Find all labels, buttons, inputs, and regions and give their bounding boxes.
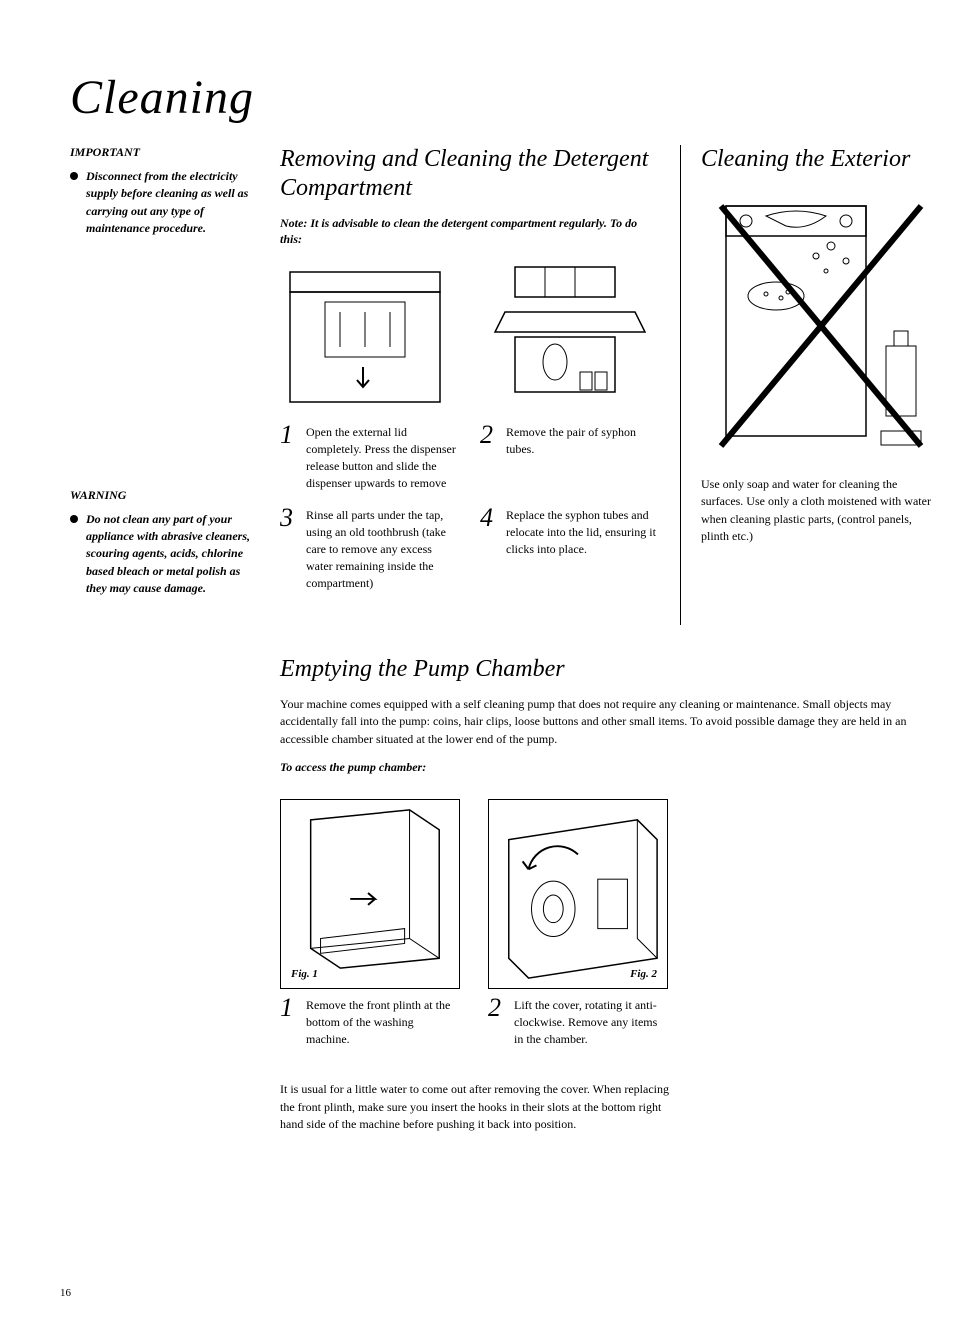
step-number: 2 bbox=[480, 422, 498, 491]
detergent-title: Removing and Cleaning the Detergent Comp… bbox=[280, 145, 660, 203]
step-number: 1 bbox=[280, 422, 298, 491]
pump-step-1: 1 Remove the front plinth at the bottom … bbox=[280, 995, 460, 1047]
step-text: Lift the cover, rotating it anti-clockwi… bbox=[514, 995, 668, 1047]
bullet-icon bbox=[70, 172, 78, 180]
exterior-title: Cleaning the Exterior bbox=[701, 145, 931, 174]
fig2-caption: Fig. 2 bbox=[630, 968, 657, 980]
pump-figure-1: Fig. 1 bbox=[280, 799, 460, 989]
page-title: Cleaning bbox=[70, 70, 904, 125]
detergent-step-3: 3 Rinse all parts under the tap, using a… bbox=[280, 505, 460, 591]
pump-closing: It is usual for a little water to come o… bbox=[280, 1081, 680, 1133]
exterior-text: Use only soap and water for cleaning the… bbox=[701, 476, 931, 546]
detergent-step-2: 2 Remove the pair of syphon tubes. bbox=[480, 422, 660, 491]
warning-label: WARNING bbox=[70, 488, 260, 503]
step-text: Open the external lid completely. Press … bbox=[306, 422, 460, 491]
step-number: 1 bbox=[280, 995, 298, 1047]
step-number: 2 bbox=[488, 995, 506, 1047]
detergent-figure-2 bbox=[480, 262, 660, 412]
bullet-icon bbox=[70, 515, 78, 523]
page-number: 16 bbox=[60, 1287, 71, 1299]
important-block: IMPORTANT Disconnect from the electricit… bbox=[70, 145, 260, 238]
step-text: Replace the syphon tubes and relocate in… bbox=[506, 505, 660, 591]
detergent-figure-1 bbox=[280, 262, 460, 412]
warning-text: Do not clean any part of your appliance … bbox=[86, 511, 260, 598]
detergent-note: Note: It is advisable to clean the deter… bbox=[280, 215, 660, 249]
fig1-caption: Fig. 1 bbox=[291, 968, 318, 980]
important-label: IMPORTANT bbox=[70, 145, 260, 160]
important-text: Disconnect from the electricity supply b… bbox=[86, 168, 260, 238]
pump-title: Emptying the Pump Chamber bbox=[280, 655, 931, 684]
pump-section: Emptying the Pump Chamber Your machine c… bbox=[280, 655, 931, 1134]
pump-sub: To access the pump chamber: bbox=[280, 760, 931, 775]
vertical-rule bbox=[680, 145, 681, 625]
pump-figure-2: Fig. 2 bbox=[488, 799, 668, 989]
right-column: Cleaning the Exterior bbox=[701, 145, 931, 545]
detergent-step-1: 1 Open the external lid completely. Pres… bbox=[280, 422, 460, 491]
step-text: Remove the front plinth at the bottom of… bbox=[306, 995, 460, 1047]
center-column: Removing and Cleaning the Detergent Comp… bbox=[280, 145, 660, 605]
important-bullet: Disconnect from the electricity supply b… bbox=[70, 168, 260, 238]
step-number: 3 bbox=[280, 505, 298, 591]
step-text: Remove the pair of syphon tubes. bbox=[506, 422, 660, 491]
exterior-figure bbox=[701, 186, 931, 466]
pump-step-2: 2 Lift the cover, rotating it anti-clock… bbox=[488, 995, 668, 1047]
pump-intro: Your machine comes equipped with a self … bbox=[280, 696, 931, 748]
sidebar: IMPORTANT Disconnect from the electricit… bbox=[70, 145, 260, 604]
detergent-step-4: 4 Replace the syphon tubes and relocate … bbox=[480, 505, 660, 591]
step-text: Rinse all parts under the tap, using an … bbox=[306, 505, 460, 591]
warning-block: WARNING Do not clean any part of your ap… bbox=[70, 488, 260, 598]
warning-bullet: Do not clean any part of your appliance … bbox=[70, 511, 260, 598]
step-number: 4 bbox=[480, 505, 498, 591]
